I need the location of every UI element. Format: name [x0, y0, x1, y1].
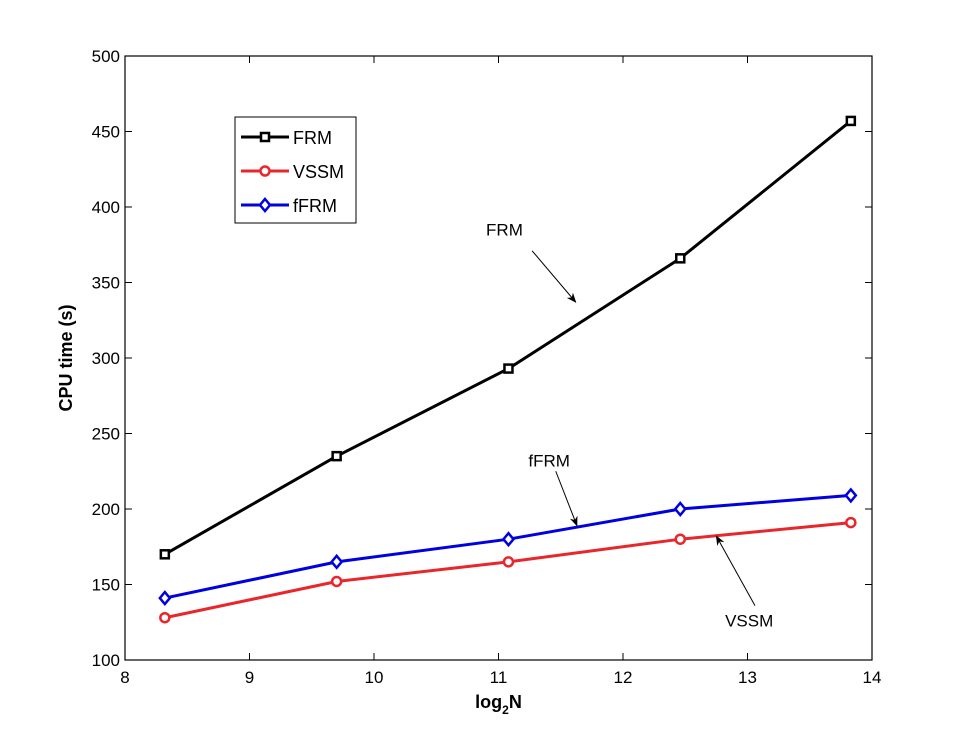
- data-point-vssm: [330, 575, 343, 588]
- data-point-ffrm: [330, 553, 344, 570]
- x-axis-label-suffix: N: [509, 692, 522, 712]
- legend-item-frm: FRM: [241, 128, 332, 148]
- x-axis-label-base: log: [475, 692, 502, 712]
- x-tick-label: 9: [245, 668, 254, 687]
- y-tick-label: 100: [92, 651, 120, 670]
- data-point-frm: [503, 363, 514, 374]
- y-tick-label: 200: [92, 500, 120, 519]
- y-tick-label: 500: [92, 47, 120, 66]
- y-axis-ticks: 100 150 200 250 300 350 400 450 500: [92, 47, 872, 670]
- annotation-label-frm: FRM: [486, 221, 523, 240]
- series-ffrm: [158, 487, 858, 607]
- axes: 8 9 10 11 12 13 14 100 150 200 250 300 350 400 450 500: [92, 47, 882, 687]
- legend-item-ffrm: fFRM: [241, 196, 337, 216]
- x-tick-label: 13: [738, 668, 757, 687]
- y-tick-label: 150: [92, 576, 120, 595]
- legend-marker-ffrm: [258, 197, 272, 213]
- data-point-vssm: [674, 533, 687, 545]
- x-tick-label: 11: [490, 668, 508, 687]
- annotation-label-vssm: VSSM: [725, 612, 773, 631]
- x-axis-label: log2N: [475, 692, 522, 717]
- x-tick-label: 10: [365, 668, 384, 687]
- legend: FRM VSSM fFRM: [234, 116, 357, 224]
- annotation-label-ffrm: fFRM: [528, 452, 570, 471]
- data-point-ffrm: [844, 487, 858, 504]
- y-tick-label: 450: [92, 123, 120, 142]
- data-point-vssm: [502, 556, 515, 568]
- y-tick-label: 250: [92, 425, 120, 444]
- annotation-arrow-ffrm: [555, 471, 578, 527]
- legend-label-vssm: VSSM: [293, 162, 344, 182]
- annotation-arrow-frm: [531, 250, 577, 303]
- y-tick-label: 400: [92, 198, 120, 217]
- legend-label-frm: FRM: [293, 128, 332, 148]
- annotation-arrow-vssm: [715, 535, 756, 606]
- data-point-ffrm: [158, 590, 172, 607]
- data-point-vssm: [845, 516, 857, 529]
- legend-item-vssm: VSSM: [241, 162, 344, 182]
- data-point-frm: [845, 115, 857, 127]
- legend-marker-vssm: [259, 165, 271, 177]
- data-point-frm: [331, 450, 342, 462]
- legend-marker-frm: [259, 131, 271, 143]
- data-point-ffrm: [673, 501, 687, 517]
- legend-label-ffrm: fFRM: [293, 196, 337, 216]
- y-axis-label: CPU time (s): [56, 304, 76, 411]
- data-point-frm: [675, 253, 686, 264]
- x-tick-label: 14: [863, 668, 882, 687]
- series-vssm: [159, 516, 857, 624]
- data-point-ffrm: [501, 531, 516, 548]
- data-point-frm: [159, 549, 171, 560]
- y-tick-label: 350: [92, 274, 120, 293]
- x-axis-ticks: 8 9 10 11 12 13 14: [120, 56, 881, 687]
- data-point-vssm: [159, 611, 171, 624]
- series-frm: [159, 115, 857, 560]
- series-layer: [158, 115, 858, 624]
- x-axis-label-subscript: 2: [502, 703, 509, 717]
- y-tick-label: 300: [92, 349, 120, 368]
- annotations: FRM fFRM VSSM: [486, 221, 773, 631]
- x-tick-label: 12: [614, 668, 633, 687]
- x-tick-label: 8: [120, 668, 129, 687]
